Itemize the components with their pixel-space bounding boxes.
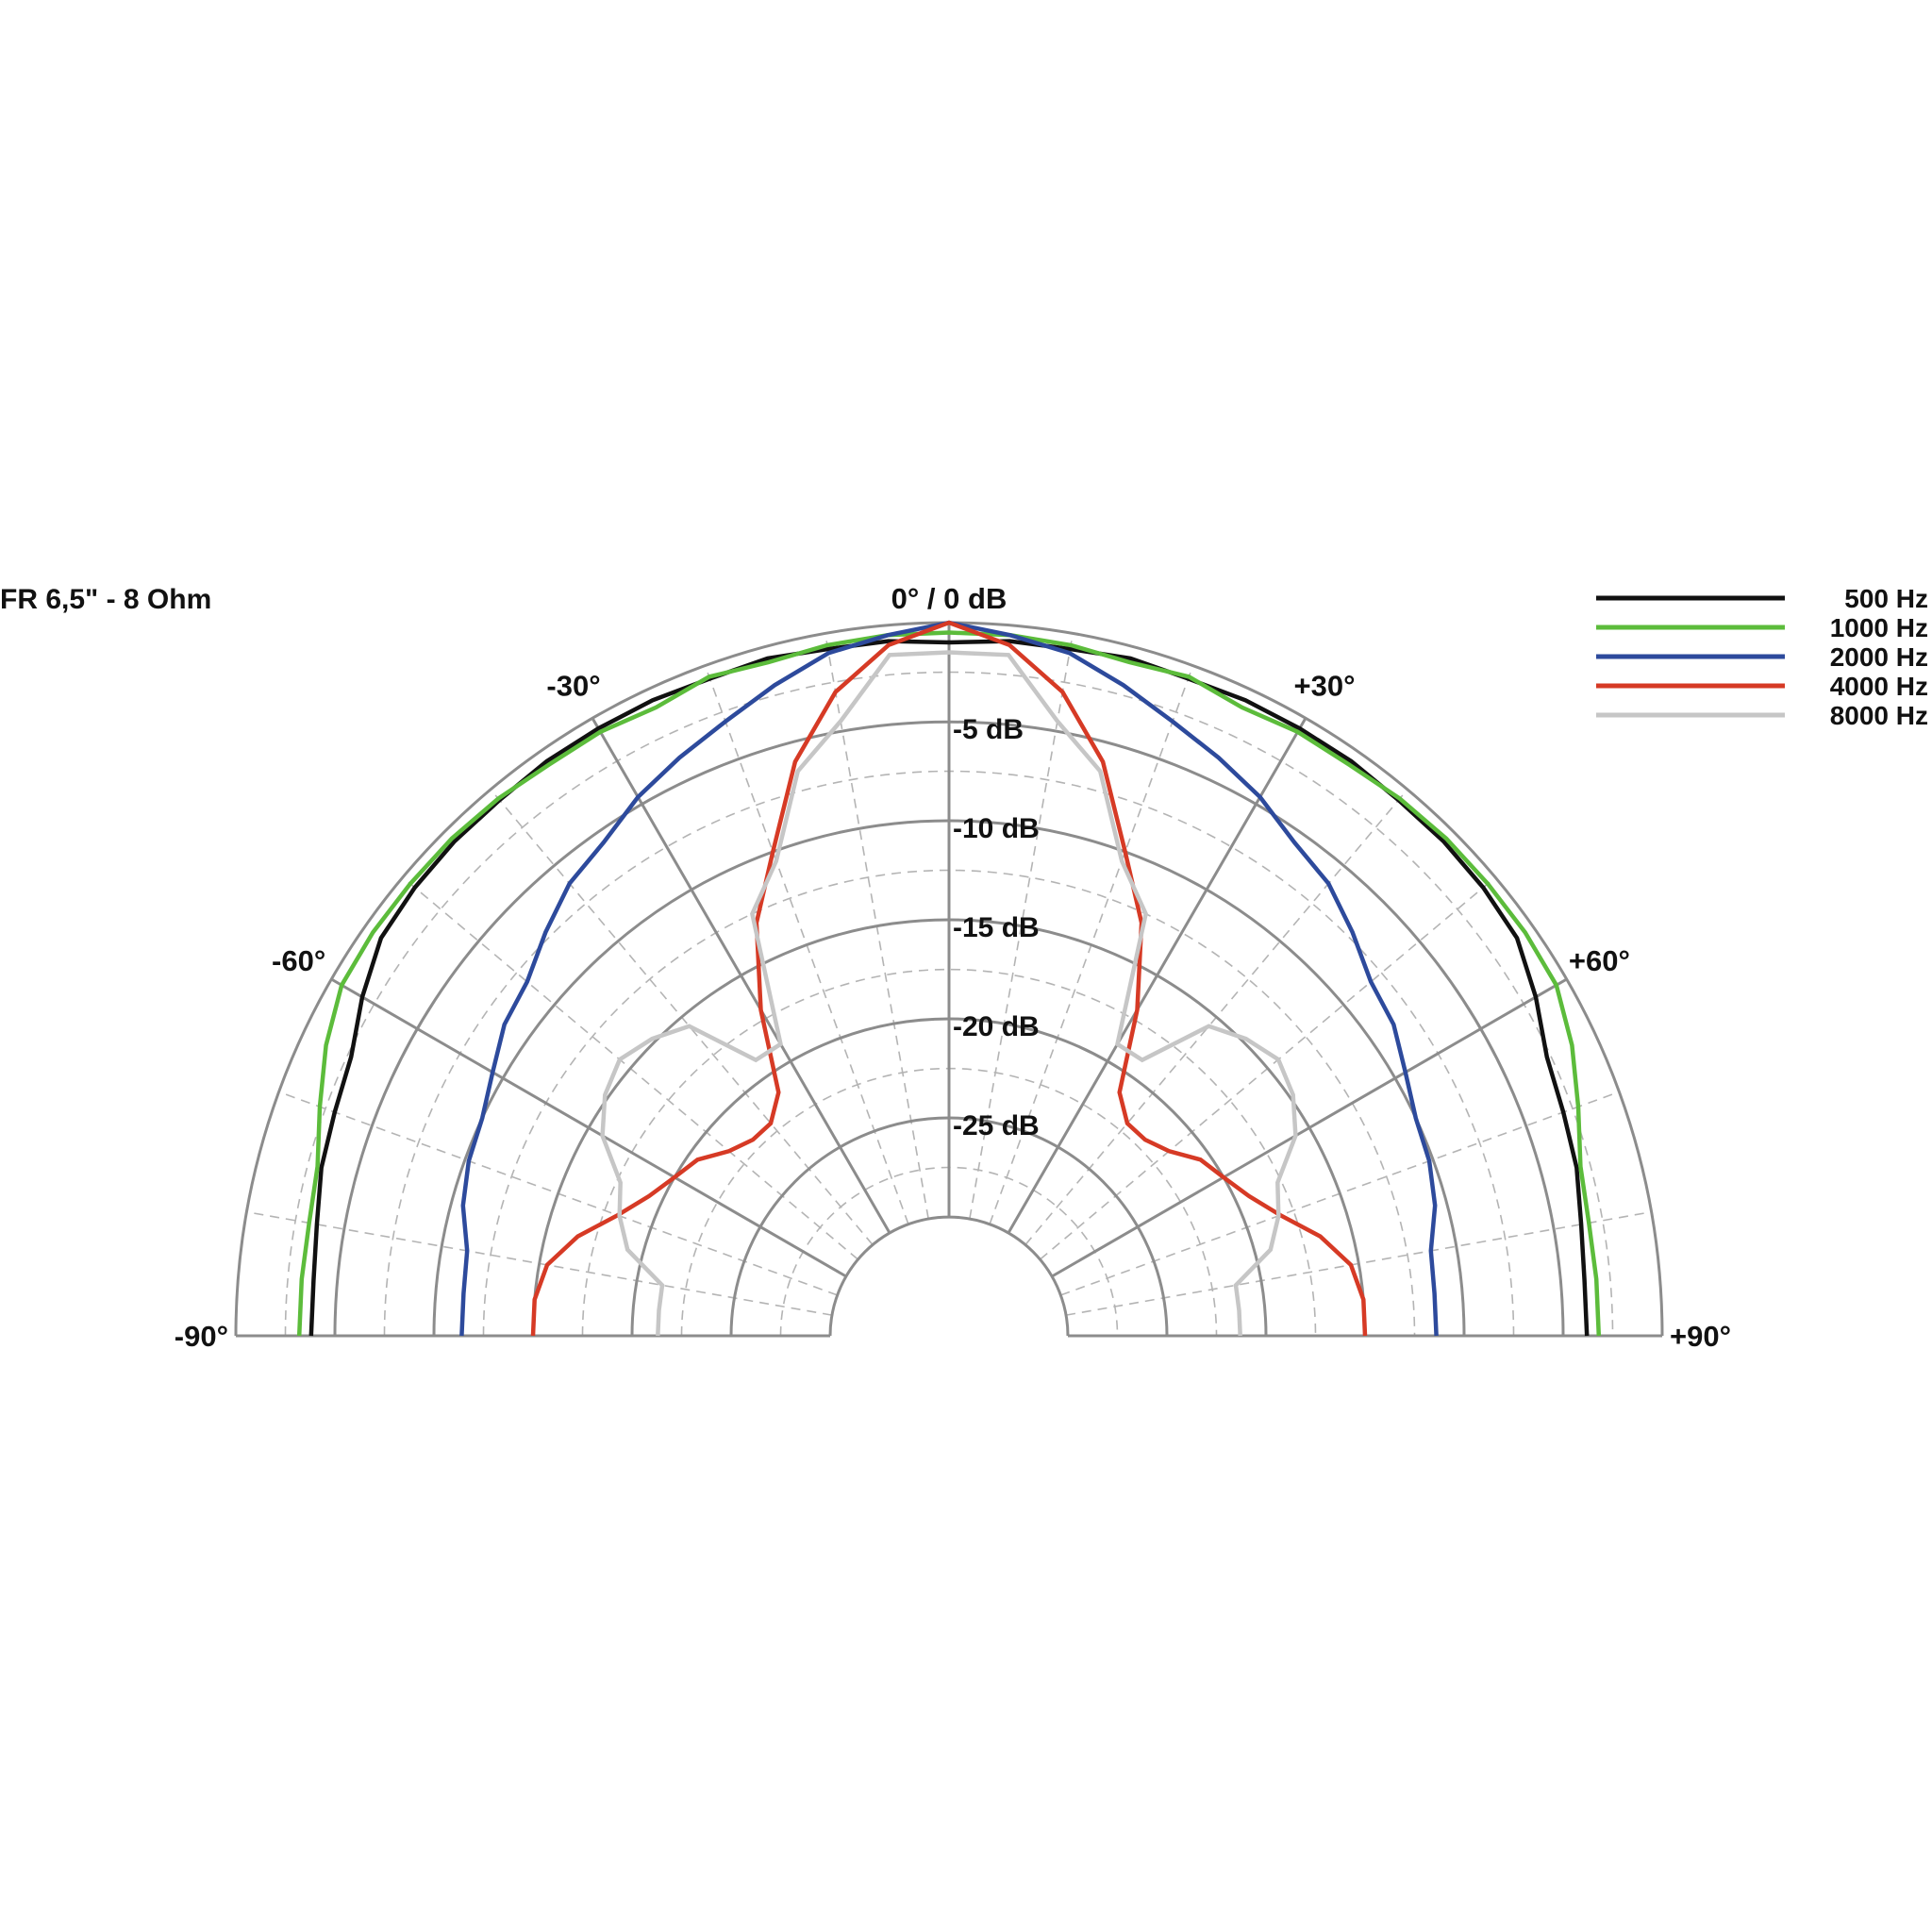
db-minor-arc	[482, 869, 1416, 1337]
legend-label: 2000 Hz	[1830, 642, 1928, 672]
legend-label: 1000 Hz	[1830, 613, 1928, 642]
angle-major-spoke	[1051, 977, 1568, 1278]
trace-4000-hz	[530, 620, 1368, 1337]
db-label: -15 dB	[953, 912, 1040, 943]
db-minor-arc	[581, 968, 1317, 1337]
db-label: -10 dB	[953, 813, 1040, 844]
polar-traces	[296, 620, 1602, 1337]
angle-label: -90°	[175, 1320, 228, 1353]
angle-major-spoke	[330, 977, 847, 1278]
db-minor-arc	[284, 671, 1614, 1337]
legend-label: 8000 Hz	[1830, 701, 1928, 730]
angle-label: +90°	[1670, 1320, 1731, 1353]
polar-labels: 0° / 0 dB -90° -60° -30° +30° +60° +90° -5 dB -1…	[175, 582, 1731, 1353]
db-label: -5 dB	[953, 714, 1024, 745]
chart-title: FR 6,5" - 8 Ohm	[0, 584, 211, 615]
angle-label: +60°	[1569, 944, 1630, 977]
trace-8000-hz	[600, 650, 1298, 1337]
angle-label: -60°	[272, 944, 325, 977]
legend-label: 500 Hz	[1844, 584, 1928, 613]
db-major-arc	[828, 1215, 1070, 1337]
db-label: -20 dB	[953, 1011, 1040, 1042]
angle-label: +30°	[1294, 670, 1356, 703]
trace-500-hz	[308, 639, 1590, 1337]
center-label: 0° / 0 dB	[891, 582, 1008, 615]
legend-label: 4000 Hz	[1830, 672, 1928, 701]
trace-1000-hz	[296, 630, 1602, 1337]
angle-major-spoke	[1007, 717, 1307, 1234]
polar-grid	[234, 621, 1664, 1338]
angle-major-spoke	[591, 717, 891, 1234]
db-label: -25 dB	[953, 1110, 1040, 1141]
angle-label: -30°	[546, 670, 600, 703]
